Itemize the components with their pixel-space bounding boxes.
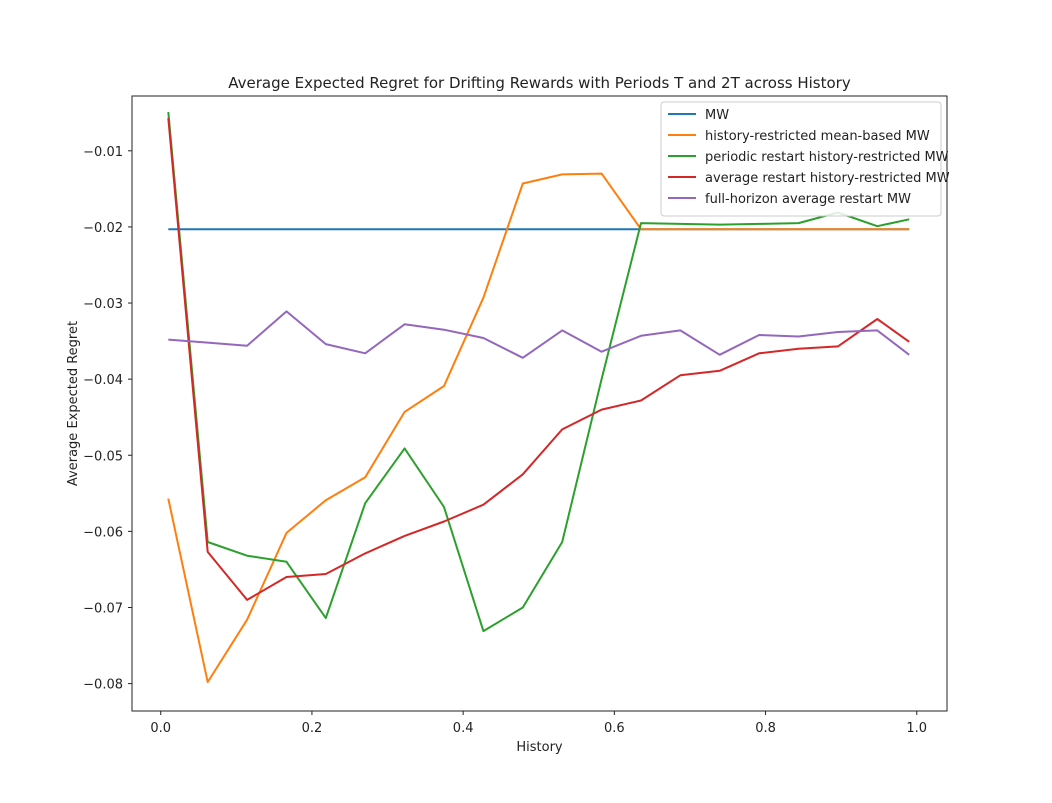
series-line-4 — [167, 118, 910, 601]
x-tick-label: 0.6 — [604, 721, 625, 736]
legend-label: average restart history-restricted MW — [705, 171, 950, 186]
chart-title: Average Expected Regret for Drifting Rew… — [228, 74, 851, 92]
series-line-2 — [167, 172, 910, 684]
x-tick-label: 0.2 — [302, 721, 323, 736]
y-tick-label: −0.02 — [83, 221, 123, 236]
x-tick-label: 0.0 — [150, 721, 171, 736]
y-tick-label: −0.01 — [83, 145, 123, 160]
axes-layer: 0.0 0.2 0.4 0.6 0.8 1.0 −0.08 −0.07 −0.06 −0.05 −0… — [83, 145, 927, 736]
x-tick-label: 0.4 — [453, 721, 474, 736]
plot-frame — [131, 95, 948, 712]
series-layer — [167, 111, 910, 684]
x-tick-label: 1.0 — [906, 721, 927, 736]
legend: MW history-restricted mean-based MW period… — [660, 101, 950, 217]
y-tick-label: −0.05 — [83, 449, 123, 464]
y-tick-label: −0.04 — [83, 373, 123, 388]
y-tick-label: −0.07 — [83, 601, 123, 616]
x-axis-label: History — [516, 740, 563, 755]
series-line-5 — [168, 310, 910, 359]
y-tick-label: −0.08 — [83, 678, 123, 693]
y-axis-label: Average Expected Regret — [66, 321, 81, 486]
legend-label: history-restricted mean-based MW — [705, 129, 930, 144]
series-line-3 — [167, 111, 910, 633]
y-tick-label: −0.03 — [83, 297, 123, 312]
legend-label: periodic restart history-restricted MW — [705, 150, 949, 165]
legend-box — [660, 101, 942, 217]
y-tick-label: −0.06 — [83, 525, 123, 540]
x-tick-label: 0.8 — [755, 721, 776, 736]
legend-label: MW — [705, 108, 729, 123]
legend-label: full-horizon average restart MW — [705, 192, 911, 207]
